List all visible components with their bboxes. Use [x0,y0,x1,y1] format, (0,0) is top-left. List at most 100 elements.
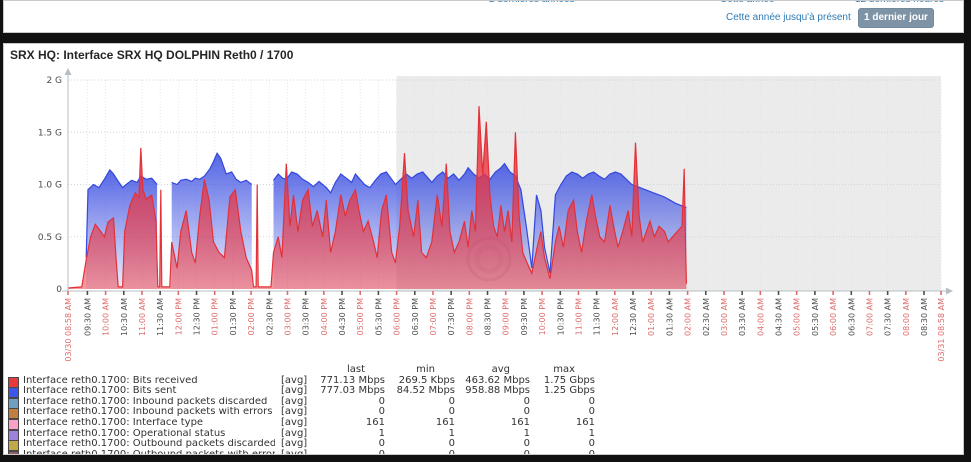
legend-header: max [553,364,575,375]
x-tick-label: 05:30 PM [374,298,383,335]
legend-value: 0 [523,448,530,455]
series-line-1 [67,106,687,289]
x-tick-label: 07:30 PM [447,298,456,335]
x-tick-label: 03/31 08:58 AM [937,298,946,362]
legend-header: min [416,364,435,375]
legend-value: 0 [588,406,595,418]
legend-value: 1 [448,427,455,439]
x-tick-label: 03:00 AM [720,298,729,336]
x-tick-label: 02:30 PM [265,298,274,335]
x-tick-label: 11:30 PM [593,298,602,335]
legend-label: Interface reth0.1700: Outbound packets d… [23,439,275,450]
x-tick-label: 01:00 AM [647,298,656,336]
traffic-area-chart[interactable]: 2 G 1.5 G 1.0 G 0.5 G 003/30 08:58 AM 09:30 A… [4,62,964,365]
period-link-cette-annee[interactable]: Cette année [720,1,775,5]
legend-avg-tag: [avg] [281,374,308,386]
x-tick-label: 03:00 PM [283,298,292,335]
period-button-1-dernier-jour[interactable]: 1 dernier jour [858,8,934,28]
x-tick-label: 10:00 PM [538,298,547,335]
legend-value: 0 [588,448,595,455]
x-tick-label: 11:00 PM [574,298,583,335]
legend-swatch [8,387,19,399]
x-tick-label: 07:30 AM [884,298,893,336]
legend-header: last [346,364,365,375]
period-selector-panel: 2 dernières années Cette année 12 derniè… [3,0,964,33]
x-tick-label: 09:30 AM [83,298,92,336]
legend-row: Interface reth0.1700: Outbound packets d… [8,438,595,452]
y-tick-label: 0 [56,285,62,295]
legend-label: Interface reth0.1700: Bits received [23,375,198,386]
x-tick-label: 07:00 AM [865,298,874,336]
legend-value: 0 [588,395,595,407]
legend-avg-tag: [avg] [281,416,308,428]
x-tick-label: 08:30 AM [920,298,929,336]
x-tick-label: 10:00 AM [102,298,111,336]
legend-value: 771.13 Mbps [320,374,385,386]
legend-swatch [8,450,19,454]
legend-swatch [8,429,19,441]
x-tick-label: 02:00 AM [684,298,693,336]
period-link-12-dernieres-heures[interactable]: 12 dernières heures [855,1,944,5]
x-tick-label: 01:30 PM [229,298,238,335]
legend-value: 161 [510,416,530,428]
x-tick-label: 11:00 AM [138,298,147,336]
x-tick-label: 10:30 PM [556,298,565,335]
legend-value: 0 [523,406,530,418]
period-link-cette-annee-jusqua-present[interactable]: Cette année jusqu'à présent [726,12,851,23]
legend-swatch [8,376,19,388]
period-link-2-dernieres-annees[interactable]: 2 dernières années [489,1,575,5]
y-tick-label: 1.0 G [38,181,62,191]
x-tick-label: 06:30 AM [847,298,856,336]
legend-value: 0 [448,395,455,407]
y-axis-arrow [64,68,72,75]
legend-header-row: last min avg max [8,364,595,376]
x-tick-label: 09:30 PM [520,298,529,335]
x-tick-label: 08:00 PM [465,298,474,335]
x-tick-label: 07:00 PM [429,298,438,335]
x-tick-label: 08:00 AM [902,298,911,336]
graph-title: SRX HQ: Interface SRX HQ DOLPHIN Reth0 /… [10,48,294,62]
legend-row: Interface reth0.1700: Outbound packets w… [8,448,595,455]
x-tick-label: 04:00 AM [756,298,765,336]
legend-row: Interface reth0.1700: Inbound packets di… [8,395,595,409]
legend-value: 0 [378,448,385,455]
legend-value: 84.52 Mbps [396,385,455,397]
x-tick-label: 05:00 PM [356,298,365,335]
x-tick-label: 05:30 AM [811,298,820,336]
x-tick-label: 10:30 AM [120,298,129,336]
x-tick-label: 03:30 PM [302,298,311,335]
legend-label: Interface reth0.1700: Inbound packets wi… [23,407,273,418]
x-tick-label: 06:00 PM [393,298,402,335]
series-area-1 [68,106,687,289]
legend-value: 1 [588,427,595,439]
legend-row: Interface reth0.1700: Bits received [avg]… [8,374,595,388]
x-tick-label: 04:30 PM [338,298,347,335]
legend-swatch [8,440,19,452]
legend-value: 0 [523,395,530,407]
legend-label: Interface reth0.1700: Outbound packets w… [23,450,275,454]
legend-row: Interface reth0.1700: Operational status… [8,427,595,441]
x-tick-label: 05:00 AM [793,298,802,336]
legend-swatch [8,408,19,420]
legend-value: 1 [523,427,530,439]
legend-swatch [8,418,19,430]
legend-table: last min avg max Interface reth0.1700: Bits … [8,364,595,455]
legend-header: avg [491,364,510,375]
legend-value: 0 [378,406,385,418]
x-tick-label: 06:00 AM [829,298,838,336]
y-tick-label: 0.5 G [38,233,62,243]
legend-value: 463.62 Mbps [465,374,530,386]
legend-value: 161 [435,416,455,428]
series-line-0 [85,168,158,258]
legend-value: 1.75 Gbps [543,374,595,386]
graph-panel: SRX HQ: Interface SRX HQ DOLPHIN Reth0 /… [3,43,964,455]
legend-value: 1.25 Gbps [543,385,595,397]
legend-value: 958.88 Mbps [465,385,530,397]
legend-value: 0 [448,438,455,450]
x-tick-label: 11:30 AM [156,298,165,336]
legend-value: 0 [588,438,595,450]
legend-avg-tag: [avg] [281,438,308,450]
legend-value: 269.5 Kbps [398,374,455,386]
x-tick-label: 12:30 PM [193,298,202,335]
legend-value: 0 [523,438,530,450]
